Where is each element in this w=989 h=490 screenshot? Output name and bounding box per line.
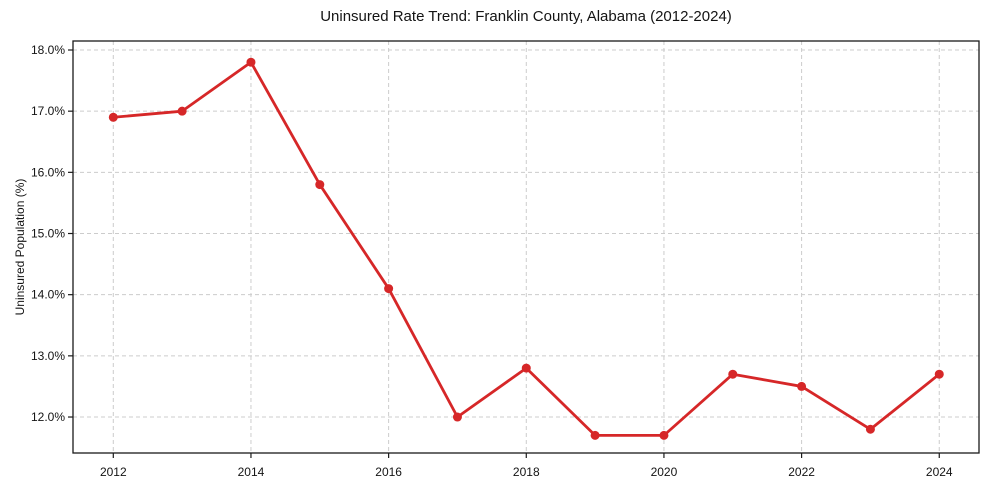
x-tick-label: 2020: [651, 465, 678, 479]
y-tick-label: 17.0%: [31, 104, 65, 118]
data-point: [521, 363, 531, 373]
x-tick-label: 2016: [375, 465, 402, 479]
data-point: [728, 369, 738, 379]
data-point: [865, 424, 875, 434]
tick-labels: 12.0% 13.0% 14.0% 15.0% 16.0% 17.0% 18.0% 2012 2…: [31, 43, 953, 479]
y-tick-label: 14.0%: [31, 288, 65, 302]
data-point: [659, 430, 669, 440]
y-tick-label: 13.0%: [31, 349, 65, 363]
x-tick-label: 2022: [788, 465, 815, 479]
x-tick-label: 2018: [513, 465, 540, 479]
y-tick-label: 15.0%: [31, 227, 65, 241]
data-point: [315, 180, 325, 190]
x-tick-label: 2014: [238, 465, 265, 479]
data-series: [108, 57, 944, 440]
x-tick-label: 2012: [100, 465, 127, 479]
y-tick-label: 16.0%: [31, 165, 65, 179]
data-point: [246, 57, 256, 67]
y-tick-label: 12.0%: [31, 410, 65, 424]
data-point: [934, 369, 944, 379]
x-tick-label: 2024: [926, 465, 953, 479]
data-point: [797, 381, 807, 391]
axis-ticks: [68, 49, 940, 458]
y-tick-label: 18.0%: [31, 43, 65, 57]
y-axis-label: Uninsured Population (%): [13, 179, 27, 316]
data-point: [108, 112, 118, 122]
chart-title: Uninsured Rate Trend: Franklin County, A…: [320, 8, 732, 25]
data-point: [384, 284, 394, 294]
data-point: [452, 412, 462, 422]
data-point: [177, 106, 187, 116]
data-point: [590, 430, 600, 440]
gridlines: [73, 41, 979, 453]
